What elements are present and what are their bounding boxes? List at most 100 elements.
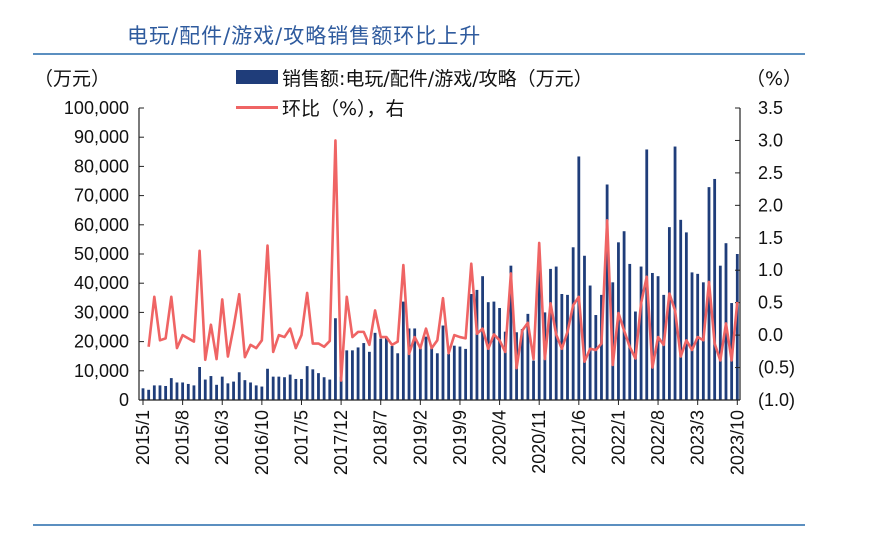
x-tick-label: 2017/12 <box>331 410 351 475</box>
bar <box>651 272 654 400</box>
bar <box>549 268 552 400</box>
x-tick-label: 2019/2 <box>410 410 430 465</box>
bar <box>288 374 292 400</box>
bar <box>186 383 190 400</box>
legend-item-mom: 环比（%），右 <box>236 92 593 122</box>
bar <box>243 380 247 400</box>
bar <box>718 265 722 400</box>
right-axis-unit: （%） <box>746 68 803 90</box>
left-axis-unit: （万元） <box>34 68 111 90</box>
bar <box>684 232 688 400</box>
x-tick-label: 2023/3 <box>688 410 708 465</box>
bar <box>351 350 354 400</box>
bar <box>418 348 422 400</box>
bar <box>424 336 428 400</box>
legend-label-sales: 销售额:电玩/配件/游戏/攻略（万元） <box>282 67 593 90</box>
bar <box>396 353 400 400</box>
bar <box>283 377 286 400</box>
bar <box>447 353 451 400</box>
left-tick-label: 20,000 <box>74 332 129 352</box>
bar <box>368 351 371 400</box>
bar <box>486 302 490 400</box>
bar <box>679 219 683 400</box>
right-tick-label: 3.5 <box>758 98 783 118</box>
bar <box>594 315 598 400</box>
bar <box>164 385 168 400</box>
bar <box>401 301 405 400</box>
bar <box>379 338 383 400</box>
x-tick-label: 2020/11 <box>529 410 549 474</box>
left-tick-label: 70,000 <box>74 186 129 206</box>
bar <box>583 255 586 400</box>
bar <box>537 268 541 400</box>
bar <box>334 318 337 400</box>
bar <box>373 332 377 400</box>
legend: 销售额:电玩/配件/游戏/攻略（万元） 环比（%），右 <box>236 62 593 122</box>
bar <box>169 378 173 400</box>
bar <box>384 337 388 400</box>
bar <box>639 266 643 400</box>
right-tick-label: 2.0 <box>758 195 783 215</box>
right-tick-label: (0.5) <box>758 358 795 378</box>
left-tick-label: 40,000 <box>74 273 129 293</box>
bar <box>305 366 309 400</box>
bar <box>407 328 411 400</box>
bar <box>237 372 241 400</box>
bar <box>300 378 303 400</box>
right-tick-label: (1.0) <box>758 390 795 410</box>
bar <box>390 345 394 400</box>
bar <box>458 346 462 400</box>
legend-swatch-bar <box>236 70 278 84</box>
bar <box>141 388 145 400</box>
bar <box>356 347 360 400</box>
bar <box>605 184 609 400</box>
left-tick-label: 80,000 <box>74 156 129 176</box>
x-tick-label: 2022/8 <box>648 410 668 465</box>
bar <box>192 385 196 400</box>
right-tick-label: 3.0 <box>758 130 783 150</box>
chart-title: 电玩/配件/游戏/攻略销售额环比上升 <box>127 24 482 48</box>
bar <box>690 272 694 400</box>
bar <box>362 343 366 400</box>
x-tick-label: 2023/10 <box>727 410 747 475</box>
bar <box>430 348 434 400</box>
left-tick-label: 50,000 <box>74 244 129 264</box>
bar <box>475 289 479 400</box>
bar <box>198 367 201 400</box>
bar <box>735 254 739 400</box>
bar <box>667 227 671 400</box>
left-tick-label: 60,000 <box>74 215 129 235</box>
bar <box>203 379 207 400</box>
right-tick-label: 0.5 <box>758 293 783 313</box>
right-tick-label: 1.5 <box>758 228 783 248</box>
bar <box>441 325 445 400</box>
bar <box>481 276 484 400</box>
bar <box>152 385 156 400</box>
bar <box>322 377 326 400</box>
bar <box>294 378 298 400</box>
bar <box>566 294 569 400</box>
x-tick-label: 2022/1 <box>608 410 628 465</box>
right-tick-label: 1.0 <box>758 260 783 280</box>
bar <box>532 360 535 400</box>
bar <box>232 381 235 400</box>
bar <box>220 376 224 400</box>
x-tick-label: 2021/6 <box>569 410 589 465</box>
left-tick-label: 100,000 <box>64 98 129 118</box>
x-tick-label: 2016/10 <box>252 410 272 475</box>
bar <box>181 382 185 400</box>
x-tick-label: 2016/3 <box>212 410 232 465</box>
bar <box>628 263 632 400</box>
bar <box>435 353 439 400</box>
mom-line <box>147 139 739 382</box>
left-tick-label: 90,000 <box>74 127 129 147</box>
bar <box>662 294 666 400</box>
bar <box>600 294 603 400</box>
x-tick-label: 2017/5 <box>291 410 311 465</box>
x-tick-label: 2019/9 <box>450 410 470 465</box>
x-tick-label: 2015/8 <box>173 410 193 465</box>
bar <box>469 294 473 400</box>
bottom-rule <box>33 524 805 526</box>
x-tick-label: 2020/4 <box>490 410 510 465</box>
